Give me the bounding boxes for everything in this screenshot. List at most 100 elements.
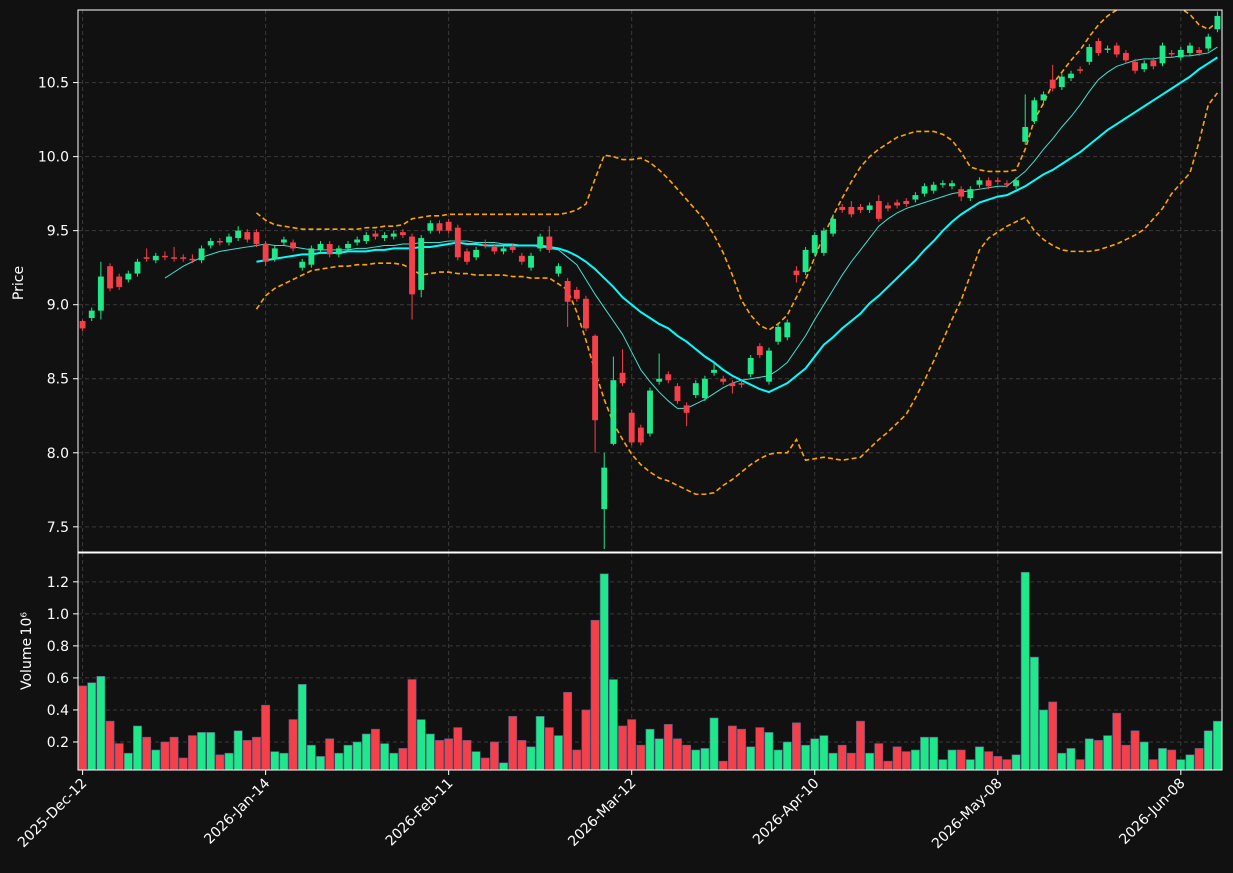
- volume-bar: [114, 743, 124, 771]
- candle-body: [1132, 61, 1138, 71]
- candle-body: [198, 248, 205, 261]
- volume-bar: [654, 738, 664, 771]
- volume-bar: [306, 744, 316, 771]
- volume-bar: [746, 746, 756, 771]
- volume-bar: [142, 736, 152, 771]
- candle-body: [830, 218, 836, 234]
- candle-body: [308, 248, 315, 265]
- candle-body: [729, 383, 736, 387]
- volume-bar: [1167, 749, 1177, 771]
- volume-bar: [1121, 744, 1131, 771]
- volume-bar: [1057, 752, 1067, 771]
- volume-bar: [123, 752, 133, 771]
- volume-bar: [1002, 759, 1012, 771]
- volume-bar: [480, 757, 490, 771]
- volume-bar: [1185, 754, 1195, 771]
- volume-bar: [792, 722, 801, 771]
- candle-body: [189, 258, 196, 261]
- candle-body: [1159, 45, 1166, 64]
- candle-body: [500, 248, 507, 252]
- candle-body: [390, 233, 397, 237]
- volume-bar: [846, 752, 856, 771]
- volume-bar: [682, 744, 692, 771]
- candle-body: [793, 270, 800, 276]
- y-axis-label: Price: [11, 266, 27, 300]
- candle-body: [1205, 36, 1212, 49]
- candle-body: [949, 183, 955, 187]
- volume-bar: [407, 679, 417, 771]
- volume-bar: [499, 762, 508, 771]
- candle-body: [482, 243, 489, 246]
- candle-body: [839, 206, 846, 210]
- y-tick-label: 10.0: [38, 150, 69, 166]
- candle-body: [537, 236, 544, 249]
- volume-bar: [773, 749, 783, 771]
- volume-bar: [590, 619, 600, 771]
- candle-body: [1049, 79, 1056, 89]
- candle-body: [647, 390, 653, 434]
- volume-bar: [599, 573, 609, 771]
- volume-bar: [837, 744, 847, 771]
- price-plot: [79, 10, 1221, 550]
- volume-bar: [325, 738, 335, 771]
- candle-body: [912, 195, 919, 200]
- candle-body: [280, 239, 287, 243]
- volume-bar: [727, 725, 737, 771]
- candle-body: [207, 241, 214, 246]
- candle-body: [271, 248, 278, 259]
- candle-body: [372, 233, 379, 237]
- candle-body: [555, 266, 562, 274]
- candle-body: [162, 255, 168, 258]
- volume-bar: [1094, 740, 1103, 771]
- candle-body: [692, 383, 699, 396]
- volume-bar: [215, 754, 225, 771]
- volume-bar: [96, 676, 106, 771]
- volume-bar: [910, 749, 920, 771]
- candle-body: [985, 180, 992, 187]
- candle-body: [216, 241, 223, 243]
- volume-bar: [87, 682, 97, 771]
- volume-bar: [1103, 735, 1113, 771]
- volume-bar: [187, 735, 197, 771]
- volume-bar: [554, 735, 563, 771]
- volume-bar: [160, 741, 170, 771]
- y-tick-label: 7.5: [47, 520, 69, 536]
- volume-bar: [133, 725, 142, 771]
- volume-bar: [975, 746, 984, 771]
- candle-body: [509, 246, 516, 250]
- candle-body: [381, 235, 388, 239]
- candle-body: [820, 230, 827, 253]
- candle-body: [528, 255, 534, 268]
- volume-bar: [1011, 754, 1021, 771]
- volume-bar: [1039, 709, 1048, 771]
- candle-body: [1214, 15, 1221, 30]
- volume-bar: [956, 749, 966, 771]
- candle-body: [464, 251, 470, 262]
- candle-body: [354, 239, 361, 243]
- candle-body: [244, 232, 251, 240]
- volume-bar: [801, 744, 811, 771]
- volume-bar: [197, 732, 206, 771]
- volume-bar: [169, 736, 179, 771]
- candle-body: [1095, 41, 1102, 53]
- candle-body: [756, 346, 763, 356]
- candle-body: [811, 235, 818, 253]
- volume-bar: [462, 740, 472, 771]
- volume-axis-label: Volume: [19, 638, 35, 690]
- volume-bar: [764, 732, 774, 771]
- candle-body: [583, 298, 589, 329]
- volume-offset-label: 10⁶: [19, 612, 35, 636]
- volume-bar: [416, 719, 426, 771]
- candle-body: [454, 227, 461, 258]
- volume-bar: [608, 679, 618, 771]
- volume-bar: [892, 746, 902, 771]
- candle-body: [262, 243, 269, 262]
- candle-body: [97, 276, 104, 311]
- volume-bar: [947, 749, 957, 771]
- volume-bar: [1139, 741, 1149, 771]
- volume-bar: [380, 743, 390, 771]
- candle-body: [1187, 45, 1193, 53]
- candle-body: [683, 405, 690, 413]
- candle-body: [939, 183, 946, 185]
